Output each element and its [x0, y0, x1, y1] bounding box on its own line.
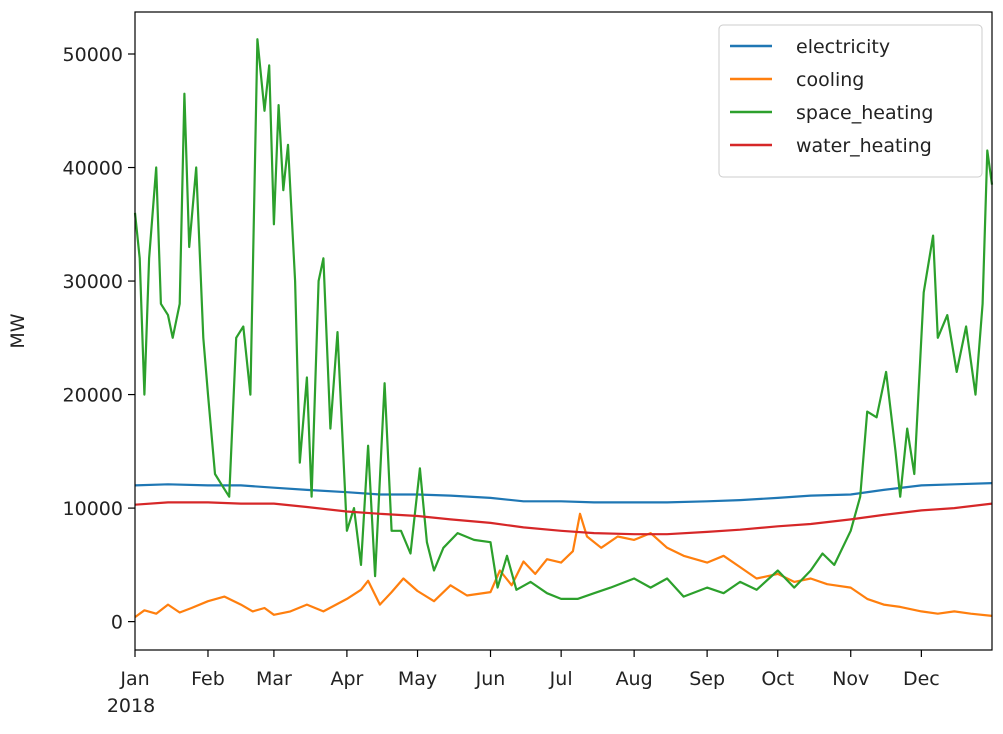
series-lines: [133, 38, 994, 618]
x-tick-label: Jun: [475, 668, 506, 690]
x-year-label: 2018: [107, 695, 155, 717]
legend-entry: water_heating: [796, 135, 932, 157]
x-tick-label: Apr: [330, 668, 363, 690]
series-line-water-heating: [134, 501, 993, 536]
legend: electricity cooling space_heating water_hea…: [718, 24, 983, 178]
x-tick-label: Nov: [832, 668, 869, 690]
x-tick-label: May: [398, 668, 437, 690]
y-tick-label: 40000: [63, 158, 123, 180]
y-tick-label: 20000: [63, 385, 123, 407]
x-tick-label: Mar: [256, 668, 292, 690]
x-tick-label: Sep: [689, 668, 725, 690]
y-tick-label: 0: [111, 612, 123, 634]
x-tick-label: Dec: [903, 668, 940, 690]
series-line-electricity: [134, 482, 993, 504]
x-tick-label: Feb: [191, 668, 225, 690]
series-line-cooling: [134, 512, 993, 618]
legend-entry: cooling: [796, 69, 864, 91]
y-axis-label: MW: [7, 313, 29, 348]
plot-frame: [134, 11, 993, 651]
x-axis: Jan Feb Mar Apr May Jun Jul Aug Sep Oct Nov Dec: [119, 650, 940, 690]
y-tick-label: 50000: [63, 44, 123, 66]
x-tick-label: Jan: [119, 668, 149, 690]
y-axis: 0 10000 20000 30000 40000 50000: [63, 44, 135, 634]
x-tick-label: Oct: [761, 668, 794, 690]
x-tick-label: Aug: [616, 668, 653, 690]
legend-entry: electricity: [796, 36, 890, 58]
legend-box: [718, 24, 983, 178]
legend-entry: space_heating: [796, 102, 933, 124]
series-line-space-heating: [133, 38, 994, 600]
y-tick-label: 10000: [63, 498, 123, 520]
y-tick-label: 30000: [63, 271, 123, 293]
x-tick-label: Jul: [549, 668, 573, 690]
